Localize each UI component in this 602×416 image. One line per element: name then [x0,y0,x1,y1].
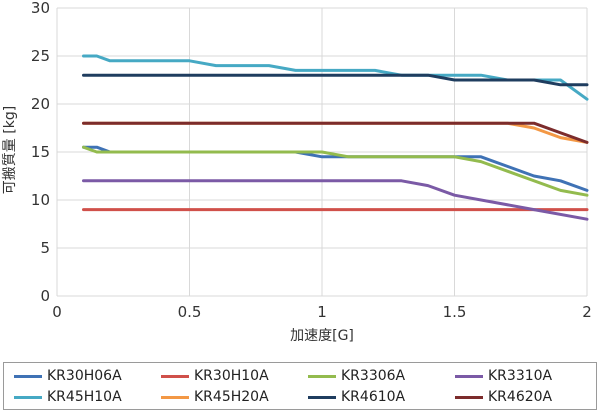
legend-swatch [14,374,42,378]
y-axis-label: 可搬質量 [kg] [2,106,18,194]
series-line-kr30h06a [82,145,589,192]
legend-swatch [161,374,189,378]
x-tick-label: 2 [582,303,592,321]
x-tick-label: 1.5 [443,303,467,321]
x-tick-label: 0 [52,303,62,321]
y-tick-label: 10 [31,191,50,209]
legend-swatch [308,374,336,378]
series-line-kr4610a [82,73,589,87]
legend-label: KR30H06A [47,368,122,384]
line-chart: 0 5 10 15 20 25 30 0 0.5 1 1.5 2 加速度[G] 可搬質量 [kg] [2,0,592,344]
legend-swatch [308,395,336,399]
legend-label: KR4620A [488,389,553,405]
legend-swatch [455,374,483,378]
legend-swatch [455,395,483,399]
y-tick-label: 20 [31,95,50,113]
legend-item-kr3306a: KR3306A [308,366,405,386]
x-axis-label: 加速度[G] [290,328,354,344]
y-tick-label: 0 [40,287,50,305]
legend-item-kr30h10a: KR30H10A [161,366,269,386]
series-line-kr3306a [82,145,589,197]
legend-swatch [14,395,42,399]
legend: KR30H06A KR30H10A KR3306A KR3310A KR45H10A KR… [3,362,597,410]
legend-label: KR45H10A [47,389,122,405]
y-tick-label: 30 [31,0,50,17]
series-lines [82,54,589,221]
legend-item-kr4610a: KR4610A [308,387,405,407]
tick-labels: 0 5 10 15 20 25 30 0 0.5 1 1.5 2 [31,0,592,321]
legend-label: KR30H10A [194,368,269,384]
legend-label: KR45H20A [194,389,269,405]
legend-swatch [161,395,189,399]
legend-label: KR4610A [341,389,406,405]
series-line-kr45h20a [82,121,589,144]
x-tick-label: 0.5 [178,303,202,321]
legend-item-kr45h10a: KR45H10A [14,387,122,407]
y-tick-label: 5 [40,239,50,257]
x-tick-label: 1 [317,303,327,321]
legend-item-kr3310a: KR3310A [455,366,552,386]
legend-item-kr4620a: KR4620A [455,387,552,407]
y-tick-label: 15 [31,143,50,161]
series-line-kr45h10a [82,54,589,101]
series-line-kr4620a [82,121,589,144]
legend-label: KR3306A [341,368,406,384]
y-tick-label: 25 [31,47,50,65]
legend-item-kr30h06a: KR30H06A [14,366,122,386]
legend-item-kr45h20a: KR45H20A [161,387,269,407]
series-line-kr3310a [82,179,589,221]
legend-label: KR3310A [488,368,553,384]
